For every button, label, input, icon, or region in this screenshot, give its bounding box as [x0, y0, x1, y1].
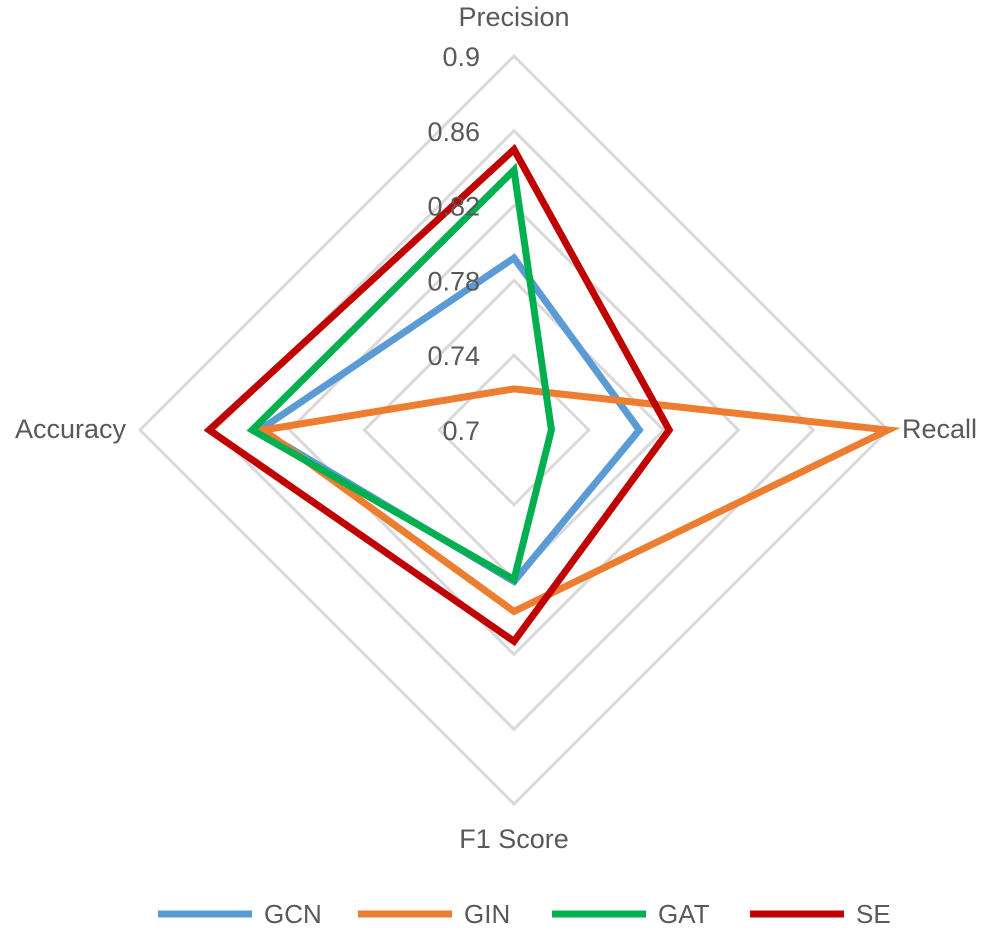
tick-label: 0.86 — [427, 117, 480, 147]
axis-label-precision: Precision — [458, 2, 569, 32]
tick-label: 0.9 — [442, 42, 480, 72]
tick-label: 0.78 — [427, 266, 480, 296]
grid-ring-0.9 — [137, 53, 891, 807]
legend-label-gin: GIN — [464, 899, 510, 929]
axis-label-accuracy: Accuracy — [15, 414, 127, 444]
legend-item-gat: GAT — [552, 899, 710, 929]
legend-item-gcn: GCN — [158, 899, 322, 929]
series-lines — [203, 143, 901, 647]
legend-item-gin: GIN — [358, 899, 510, 929]
tick-label: 0.7 — [442, 416, 480, 446]
series-se — [203, 143, 674, 647]
legend-label-gcn: GCN — [264, 899, 322, 929]
grid-ring-0.74 — [437, 353, 591, 507]
legend-item-se: SE — [750, 899, 891, 929]
tick-labels: 0.7 0.74 0.78 0.82 0.86 0.9 — [427, 42, 480, 446]
legend-label-gat: GAT — [658, 899, 710, 929]
legend: GCN GIN GAT SE — [158, 899, 891, 929]
axis-label-recall: Recall — [902, 414, 977, 444]
axis-label-f1-score: F1 Score — [459, 824, 569, 854]
series-gat — [246, 162, 555, 585]
tick-label: 0.82 — [427, 192, 480, 222]
legend-label-se: SE — [856, 899, 891, 929]
series-gin — [254, 385, 901, 616]
tick-label: 0.74 — [427, 341, 480, 371]
